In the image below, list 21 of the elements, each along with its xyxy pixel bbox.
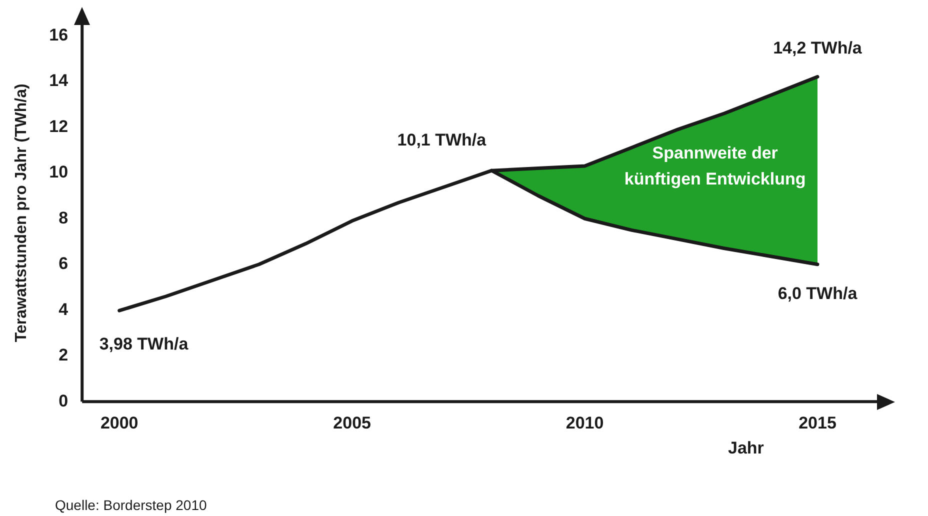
annotation: 6,0 TWh/a xyxy=(778,284,858,304)
x-tick-label: 2005 xyxy=(333,413,371,432)
y-tick-label: 14 xyxy=(49,71,69,90)
annotation: 14,2 TWh/a xyxy=(773,38,862,58)
y-tick-label: 12 xyxy=(49,116,68,136)
annotation: 10,1 TWh/a xyxy=(397,130,487,150)
annotation: Spannweite der künftigen Entwicklung xyxy=(624,144,806,189)
y-tick-label: 8 xyxy=(58,208,68,228)
annotation: 3,98 TWh/a xyxy=(99,334,189,354)
y-tick-label: 10 xyxy=(49,162,68,182)
y-tick-label: 2 xyxy=(58,346,68,365)
x-tick-label: 2015 xyxy=(798,413,836,432)
y-tick-label: 4 xyxy=(58,300,69,319)
x-tick-label: 2000 xyxy=(100,413,138,432)
y-tick-label: 6 xyxy=(58,254,68,274)
y-tick-label: 0 xyxy=(58,391,68,410)
x-axis-title: Jahr xyxy=(728,438,764,458)
source-note: Quelle: Borderstep 2010 xyxy=(55,496,207,513)
y-axis-title: Terawattstunden pro Jahr (TWh/a) xyxy=(13,84,30,342)
x-tick-label: 2010 xyxy=(566,413,604,432)
y-tick-label: 16 xyxy=(49,25,68,44)
